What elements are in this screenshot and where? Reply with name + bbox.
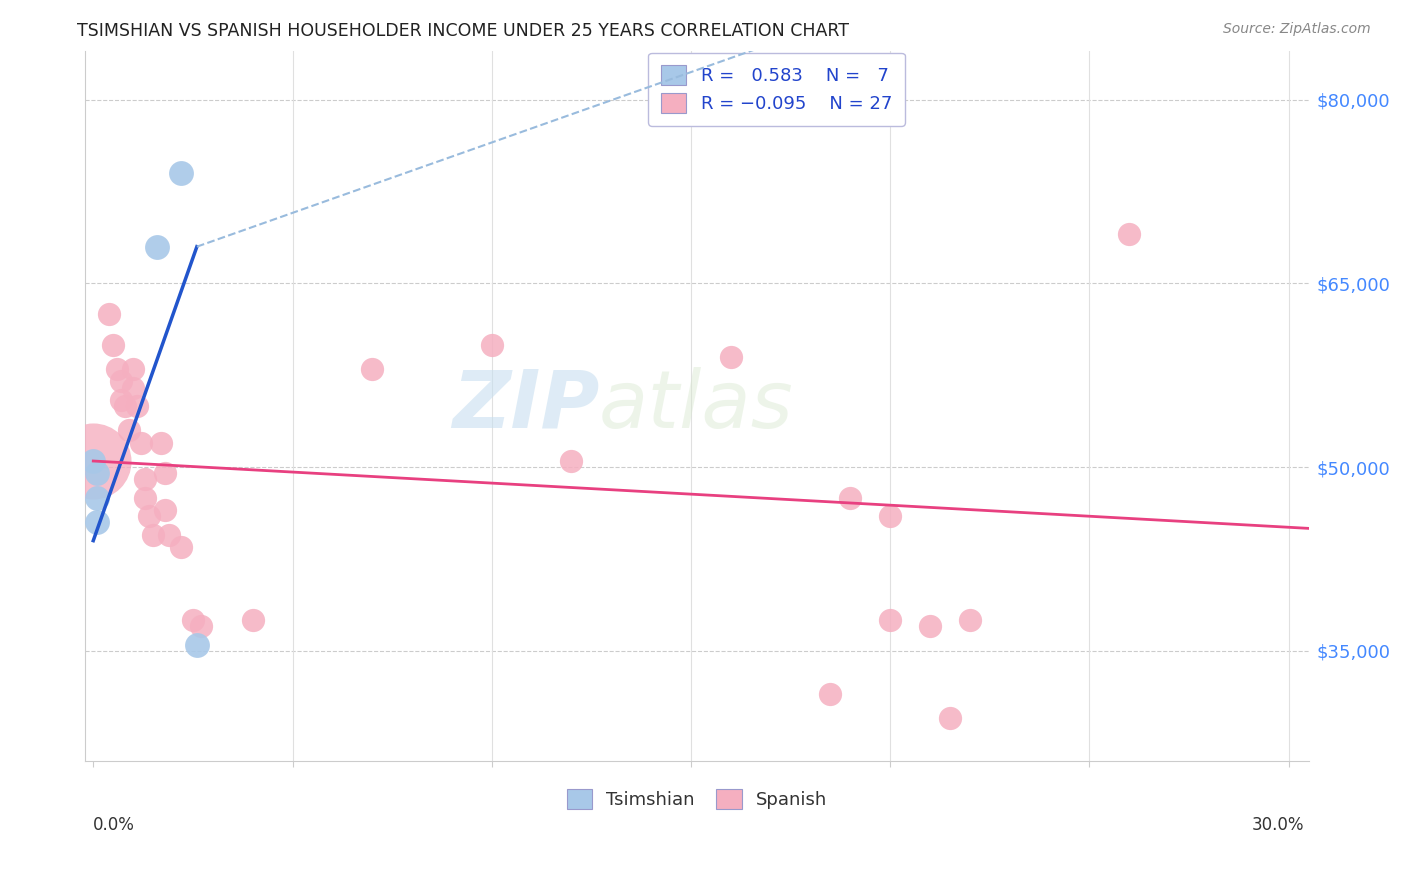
Legend: Tsimshian, Spanish: Tsimshian, Spanish	[560, 781, 835, 816]
Text: TSIMSHIAN VS SPANISH HOUSEHOLDER INCOME UNDER 25 YEARS CORRELATION CHART: TSIMSHIAN VS SPANISH HOUSEHOLDER INCOME …	[77, 22, 849, 40]
Point	[138, 509, 160, 524]
Point	[560, 454, 582, 468]
Point	[86, 467, 108, 481]
Text: 0.0%: 0.0%	[93, 816, 135, 834]
Point	[129, 435, 152, 450]
Point	[153, 503, 176, 517]
Point	[920, 619, 942, 633]
Text: ZIP: ZIP	[451, 367, 599, 445]
Point	[134, 491, 156, 505]
Point	[181, 613, 204, 627]
Point	[242, 613, 264, 627]
Point	[86, 491, 108, 505]
Point	[879, 613, 901, 627]
Point	[190, 619, 212, 633]
Point	[134, 472, 156, 486]
Point	[153, 467, 176, 481]
Point	[146, 240, 169, 254]
Point	[142, 527, 165, 541]
Point	[170, 166, 193, 180]
Point	[481, 337, 503, 351]
Point	[150, 435, 173, 450]
Point	[157, 527, 180, 541]
Point	[86, 515, 108, 529]
Text: Source: ZipAtlas.com: Source: ZipAtlas.com	[1223, 22, 1371, 37]
Point	[186, 638, 208, 652]
Point	[879, 509, 901, 524]
Text: 30.0%: 30.0%	[1253, 816, 1305, 834]
Point	[939, 711, 962, 725]
Point	[82, 454, 104, 468]
Point	[820, 687, 842, 701]
Point	[959, 613, 981, 627]
Point	[98, 307, 121, 321]
Text: atlas: atlas	[599, 367, 794, 445]
Point	[110, 392, 132, 407]
Point	[110, 375, 132, 389]
Point	[127, 399, 149, 413]
Point	[122, 362, 145, 376]
Point	[114, 399, 136, 413]
Point	[103, 337, 125, 351]
Point	[122, 380, 145, 394]
Point	[82, 454, 104, 468]
Point	[839, 491, 862, 505]
Point	[170, 540, 193, 554]
Point	[105, 362, 128, 376]
Point	[720, 350, 742, 364]
Point	[118, 424, 141, 438]
Point	[361, 362, 384, 376]
Point	[1118, 227, 1140, 242]
